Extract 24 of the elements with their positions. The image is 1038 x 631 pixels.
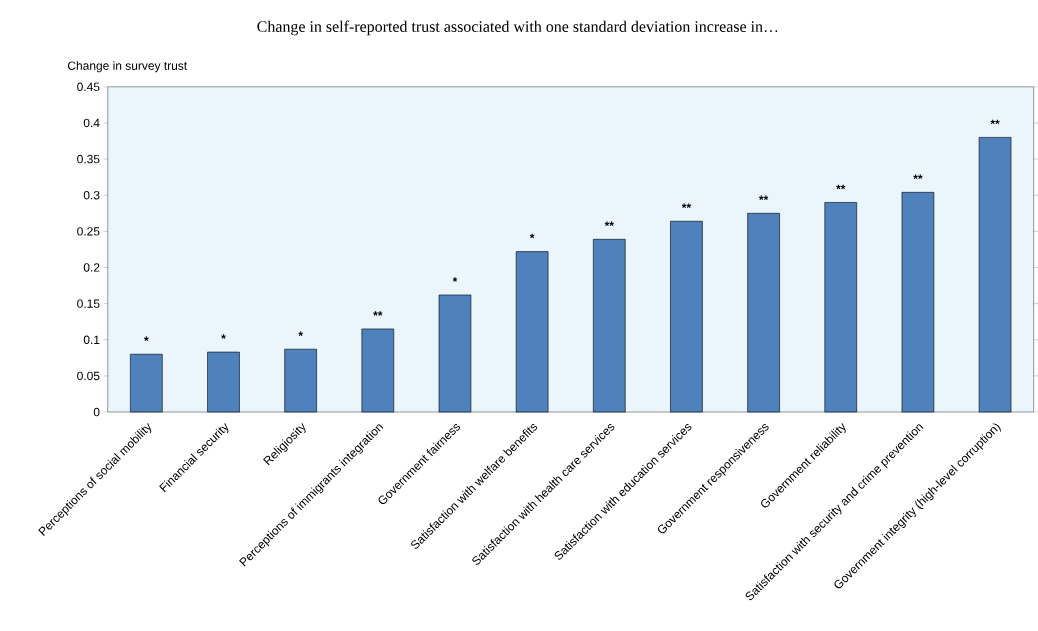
annotation: **: [758, 195, 769, 201]
y-tick-label: 0.45: [77, 82, 100, 92]
annotation: *: [221, 334, 226, 339]
y-tick-label: 0.2: [83, 263, 100, 272]
annotation: **: [604, 221, 614, 227]
y-tick-label: 0.3: [83, 191, 100, 200]
annotation: *: [529, 234, 535, 239]
y-tick-label: 0.1: [83, 335, 100, 345]
annotation: **: [990, 119, 1000, 125]
y-tick-label: 0.05: [77, 371, 100, 381]
annotation: **: [373, 311, 383, 316]
y-tick-label: 0.35: [77, 155, 100, 164]
annotation: **: [913, 174, 923, 180]
y-tick-label: 0.4: [83, 118, 100, 128]
chart-title: Change in self-reported trust associated with one standard deviation increase in…: [257, 20, 778, 36]
annotation: *: [144, 336, 149, 342]
y-axis-title: Change in survey trust: [67, 61, 188, 73]
y-tick-label: 0: [93, 408, 100, 417]
y-tick-label: 0.15: [77, 299, 100, 309]
annotation: **: [836, 184, 846, 190]
annotation: **: [681, 203, 692, 209]
y-tick-label: 0.25: [77, 227, 100, 236]
annotation: *: [452, 277, 458, 282]
annotation: *: [298, 331, 303, 337]
